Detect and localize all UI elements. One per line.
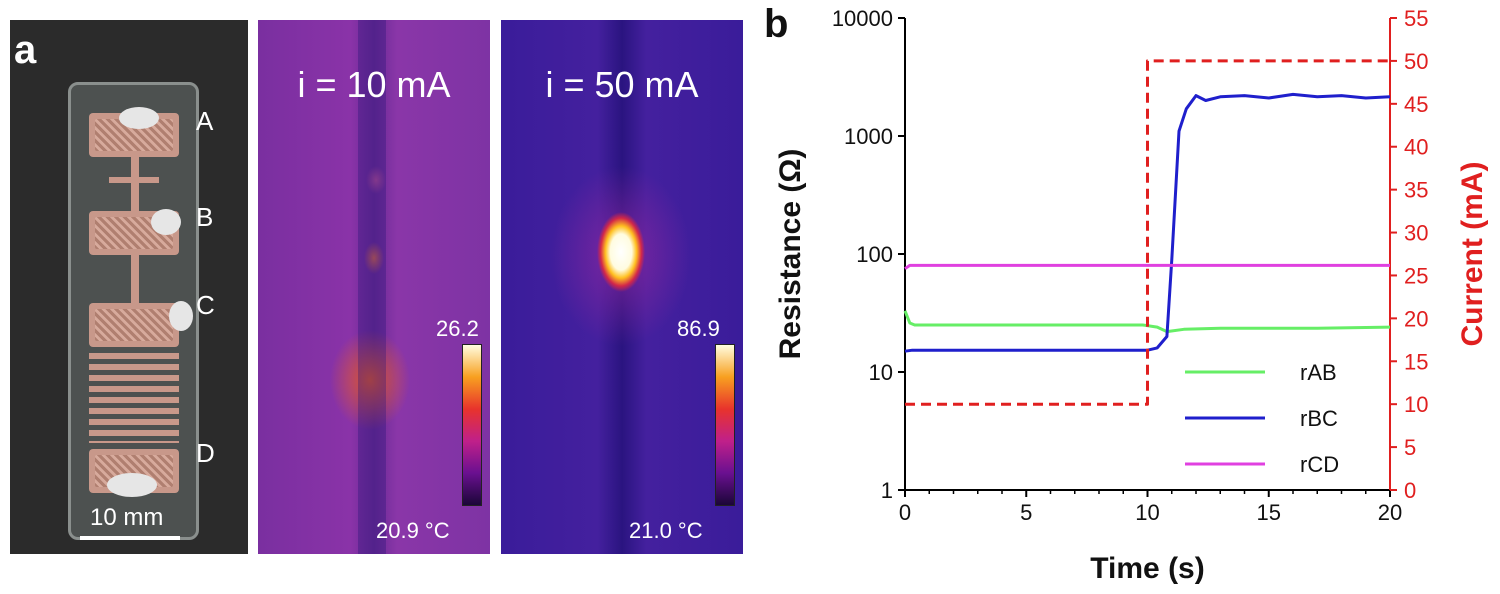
y2-tick-label: 50	[1404, 49, 1428, 74]
contact-blob-a	[119, 107, 159, 129]
y2-tick-label: 35	[1404, 178, 1428, 203]
y-tick-label: 1000	[844, 124, 893, 149]
y-tick-label: 1	[881, 478, 893, 503]
legend-label-rCD: rCD	[1300, 452, 1339, 477]
y2-tick-label: 15	[1404, 349, 1428, 374]
x-tick-label: 0	[899, 500, 911, 525]
pad-c	[89, 303, 179, 347]
x-tick-label: 20	[1378, 500, 1402, 525]
colorbar-min-50ma: 21.0 °C	[629, 518, 703, 543]
x-tick-label: 15	[1257, 500, 1281, 525]
scale-bar-label: 10 mm	[90, 504, 164, 531]
colorbar-10ma	[462, 344, 482, 506]
colorbar-50ma	[715, 344, 735, 506]
y2-tick-label: 45	[1404, 92, 1428, 117]
y2-tick-label: 25	[1404, 263, 1428, 288]
series-line-rBC	[904, 92, 1391, 353]
thermal-title-50ma: i = 50 mA	[545, 64, 699, 105]
thermal-image-50ma: i = 50 mA 86.9 21.0 °C	[501, 20, 743, 554]
x-tick-label: 10	[1135, 500, 1159, 525]
y2-tick-label: 55	[1404, 6, 1428, 31]
panel-label-b: b	[764, 2, 789, 46]
series-line-current	[905, 59, 1390, 406]
contact-blob-b	[151, 209, 181, 235]
y2-tick-label: 0	[1404, 478, 1416, 503]
y-tick-label: 10000	[832, 6, 893, 31]
contact-blob-c	[169, 301, 193, 331]
resistance-current-chart: 0 5 10 15 20 1 10 100 1000 10000 0 5 10 15 20 25 30 35 40 4…	[774, 6, 1489, 585]
series-line-rAB	[903, 310, 1391, 334]
y2-tick-label: 20	[1404, 306, 1428, 331]
meander-heater	[89, 353, 179, 443]
thermal-title-10ma: i = 10 mA	[297, 64, 451, 105]
device-substrate	[68, 82, 199, 540]
y-axis-title: Resistance (Ω)	[774, 149, 807, 360]
scale-bar	[80, 536, 180, 540]
contact-blob-d	[107, 473, 157, 497]
pad-label-b: B	[196, 202, 214, 232]
y2-tick-label: 30	[1404, 221, 1428, 246]
trace-bc	[131, 255, 139, 305]
thermal-dark-stripe	[358, 20, 386, 554]
device-photo: A B C D 10 mm	[10, 20, 248, 554]
y2-tick-label: 5	[1404, 435, 1416, 460]
series-line-rCD	[904, 263, 1390, 270]
y-tick-label: 100	[856, 242, 893, 267]
colorbar-min-10ma: 20.9 °C	[376, 518, 450, 543]
pad-label-c: C	[196, 290, 215, 320]
pad-label-a: A	[196, 106, 214, 136]
colorbar-max-50ma: 86.9	[677, 316, 720, 341]
legend-label-rAB: rAB	[1300, 360, 1337, 385]
y2-tick-label: 40	[1404, 135, 1428, 160]
trace-ab-bar	[109, 177, 159, 183]
pad-label-d: D	[196, 438, 215, 468]
colorbar-max-10ma: 26.2	[436, 316, 479, 341]
y2-tick-label: 10	[1404, 392, 1428, 417]
trace-ab	[131, 157, 139, 223]
y2-axis-title: Current (mA)	[1456, 162, 1489, 347]
y-tick-label: 10	[869, 360, 893, 385]
x-tick-label: 5	[1020, 500, 1032, 525]
thermal-image-10ma: i = 10 mA 26.2 20.9 °C	[258, 20, 490, 554]
legend-label-rBC: rBC	[1300, 406, 1338, 431]
panel-label-a: a	[14, 28, 37, 72]
x-axis-title: Time (s)	[1090, 552, 1204, 585]
